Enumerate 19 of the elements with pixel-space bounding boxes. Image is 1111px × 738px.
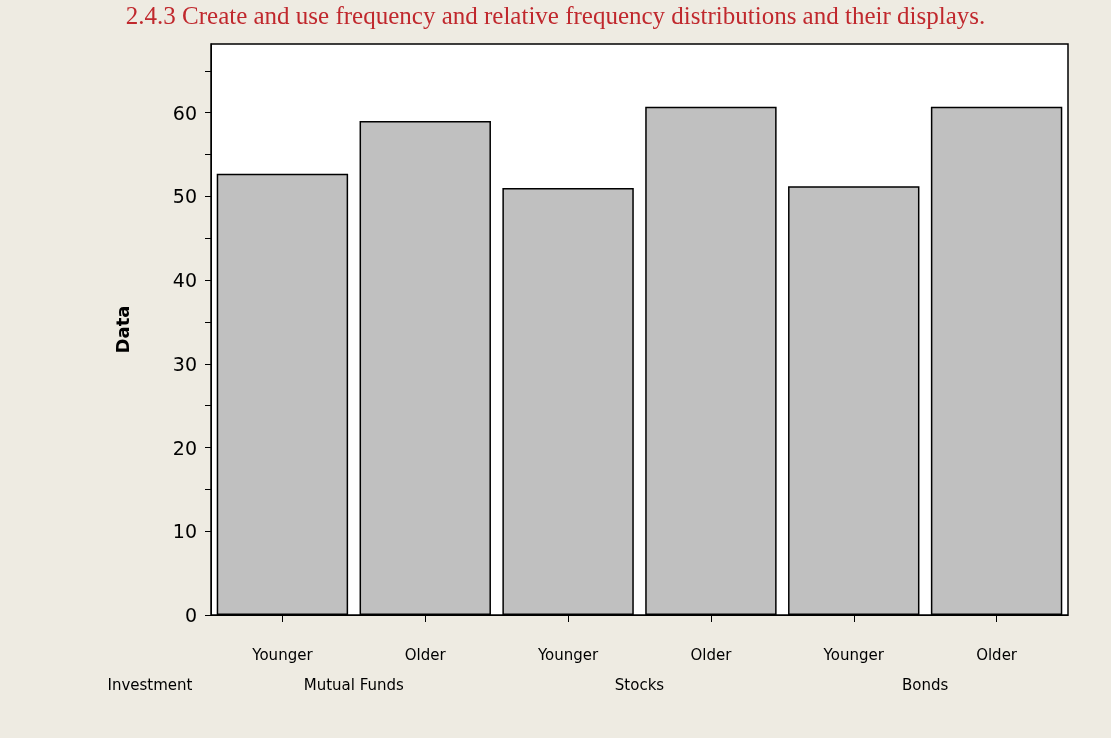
y-tick-label: 40 (172, 269, 197, 292)
y-axis-title: Data (111, 305, 133, 354)
x-tick-label: Older (404, 645, 447, 664)
y-tick-label: 60 (172, 101, 197, 124)
y-tick-label: 0 (184, 604, 197, 626)
y-tick-label: 50 (172, 185, 197, 208)
x-tick-label: Younger (822, 645, 885, 664)
text: Bonds (902, 676, 949, 694)
x-tick-label: Younger (251, 645, 314, 664)
x-tick-label: Younger (536, 645, 600, 664)
y-tick-label: 30 (172, 352, 197, 375)
chart-title: 2.4.3 Create and use frequency and relative frequency distributions and their displays. (125, 2, 986, 29)
x-axis-title: Investment (107, 676, 193, 694)
y-tick-label: 20 (172, 436, 197, 459)
y-tick-label: 10 (172, 520, 197, 543)
text: Stocks (614, 676, 665, 694)
x-tick-label: Older (690, 645, 733, 664)
x-tick-label: Older (976, 645, 1018, 664)
text: Mutual Funds (303, 676, 405, 694)
